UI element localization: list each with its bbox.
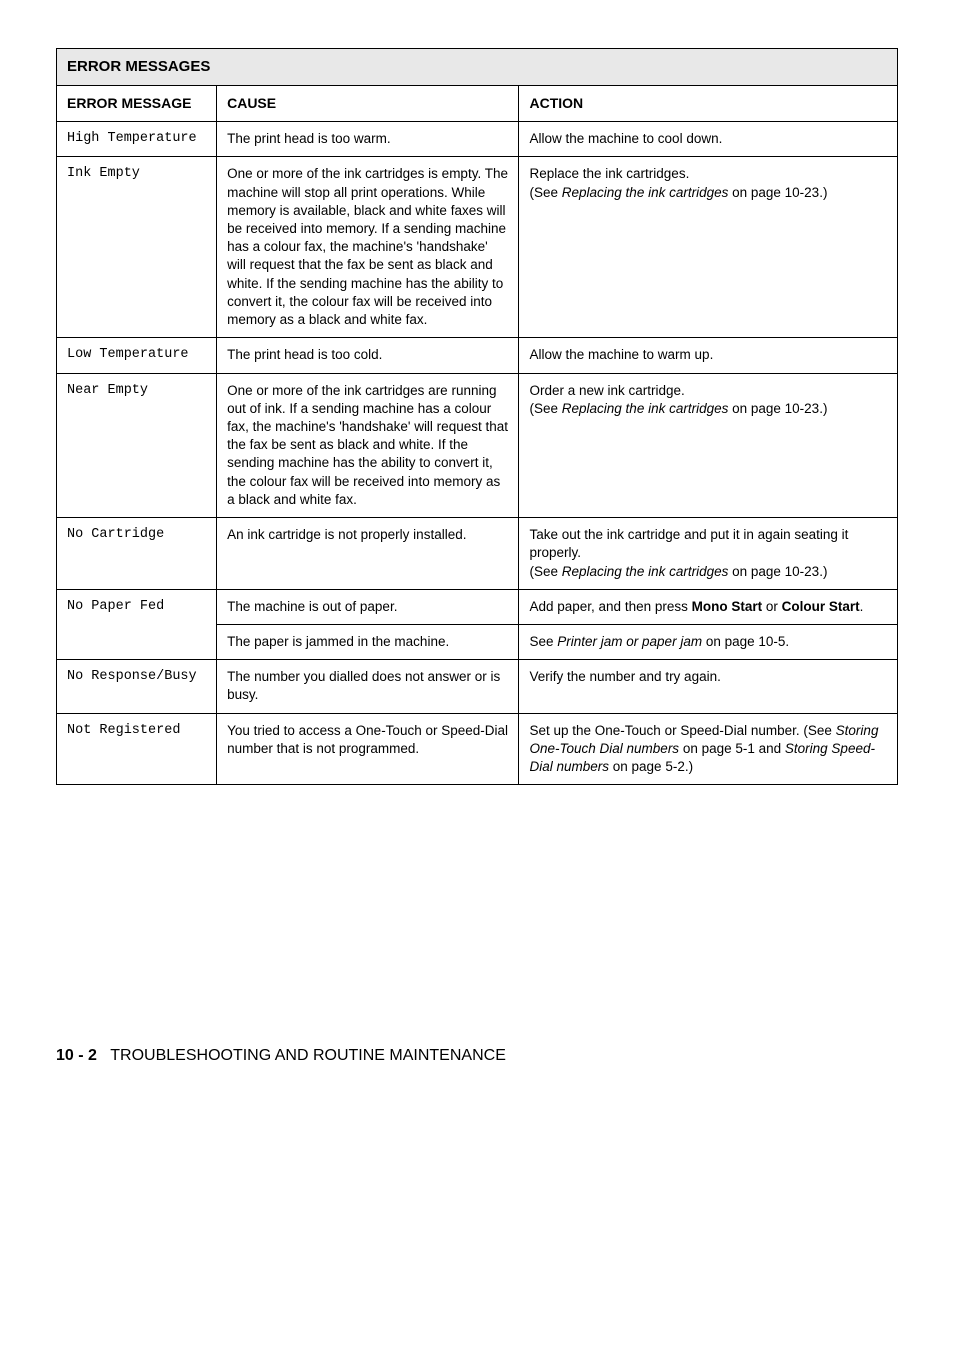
action-text: Set up the One-Touch or Speed-Dial numbe… — [529, 723, 835, 738]
action-ref: Replacing the ink cartridges — [562, 564, 729, 579]
footer-title: TROUBLESHOOTING AND ROUTINE MAINTENANCE — [110, 1047, 506, 1064]
action-ref: Printer jam or paper jam — [557, 634, 702, 649]
table-header-row: ERROR MESSAGE CAUSE ACTION — [57, 86, 897, 122]
action-text: Add paper, and then press — [529, 599, 691, 614]
error-messages-table-container: ERROR MESSAGES ERROR MESSAGE CAUSE ACTIO… — [56, 48, 898, 785]
error-cause: An ink cartridge is not properly install… — [217, 518, 519, 590]
error-action: Order a new ink cartridge.(See Replacing… — [519, 373, 897, 518]
table-row: Not Registered You tried to access a One… — [57, 713, 897, 784]
table-row: High Temperature The print head is too w… — [57, 122, 897, 157]
error-msg: No Response/Busy — [57, 660, 217, 713]
error-action: Take out the ink cartridge and put it in… — [519, 518, 897, 590]
action-text: on page 10-23.) — [728, 564, 827, 579]
error-msg: No Paper Fed — [57, 589, 217, 659]
error-msg: High Temperature — [57, 122, 217, 157]
error-action: Allow the machine to cool down. — [519, 122, 897, 157]
error-cause: You tried to access a One-Touch or Speed… — [217, 713, 519, 784]
page-number: 10 - 2 — [56, 1047, 97, 1064]
action-text: on page 10-23.) — [728, 185, 827, 200]
header-message: ERROR MESSAGE — [57, 86, 217, 122]
table-row: Ink Empty One or more of the ink cartrid… — [57, 157, 897, 338]
page-footer: 10 - 2 TROUBLESHOOTING AND ROUTINE MAINT… — [56, 1045, 898, 1067]
error-action: Add paper, and then press Mono Start or … — [519, 589, 897, 624]
table-row: No Response/Busy The number you dialled … — [57, 660, 897, 713]
action-bold: Mono Start — [692, 599, 763, 614]
error-action: See Printer jam or paper jam on page 10-… — [519, 624, 897, 659]
error-messages-table: ERROR MESSAGES ERROR MESSAGE CAUSE ACTIO… — [57, 49, 897, 784]
action-text: on page 10-5. — [702, 634, 789, 649]
table-row: No Cartridge An ink cartridge is not pro… — [57, 518, 897, 590]
action-text: on page 5-2.) — [609, 759, 693, 774]
table-row: No Paper Fed The machine is out of paper… — [57, 589, 897, 624]
error-msg: Ink Empty — [57, 157, 217, 338]
action-ref: Replacing the ink cartridges — [562, 185, 729, 200]
error-cause: One or more of the ink cartridges are ru… — [217, 373, 519, 518]
error-action: Set up the One-Touch or Speed-Dial numbe… — [519, 713, 897, 784]
error-cause: The print head is too cold. — [217, 338, 519, 373]
error-action: Verify the number and try again. — [519, 660, 897, 713]
header-cause: CAUSE — [217, 86, 519, 122]
table-row: Low Temperature The print head is too co… — [57, 338, 897, 373]
action-text: . — [860, 599, 864, 614]
action-ref: Replacing the ink cartridges — [562, 401, 729, 416]
action-bold: Colour Start — [782, 599, 860, 614]
action-text: or — [762, 599, 782, 614]
table-title: ERROR MESSAGES — [57, 49, 897, 86]
error-action: Allow the machine to warm up. — [519, 338, 897, 373]
header-action: ACTION — [519, 86, 897, 122]
table-row: Near Empty One or more of the ink cartri… — [57, 373, 897, 518]
error-cause: The print head is too warm. — [217, 122, 519, 157]
error-msg: Not Registered — [57, 713, 217, 784]
action-text: See — [529, 634, 557, 649]
error-msg: Near Empty — [57, 373, 217, 518]
error-action: Replace the ink cartridges.(See Replacin… — [519, 157, 897, 338]
error-msg: No Cartridge — [57, 518, 217, 590]
error-cause: The number you dialled does not answer o… — [217, 660, 519, 713]
table-title-row: ERROR MESSAGES — [57, 49, 897, 86]
action-text: on page 10-23.) — [728, 401, 827, 416]
action-text: on page 5-1 and — [679, 741, 785, 756]
error-msg: Low Temperature — [57, 338, 217, 373]
error-cause: One or more of the ink cartridges is emp… — [217, 157, 519, 338]
error-cause: The machine is out of paper. — [217, 589, 519, 624]
error-cause: The paper is jammed in the machine. — [217, 624, 519, 659]
